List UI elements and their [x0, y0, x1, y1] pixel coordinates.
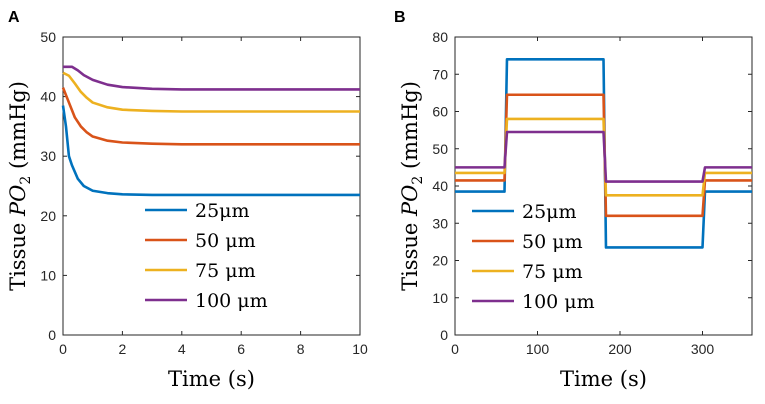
x-tick-label: 8 — [297, 341, 305, 357]
y-tick-label: 20 — [432, 253, 448, 269]
y-tick-label: 70 — [432, 66, 448, 82]
x-tick-label: 300 — [691, 341, 715, 357]
x-tick-label: 10 — [352, 341, 368, 357]
y-axis-label-var: PO — [6, 185, 30, 217]
y-tick-label: 40 — [40, 89, 56, 105]
y-axis-label-sub: 2 — [18, 176, 34, 185]
y-axis-label-sub: 2 — [410, 176, 426, 185]
series-line-3 — [62, 71, 360, 113]
series-line-4 — [63, 65, 360, 91]
legend-label: 25μm — [522, 201, 577, 223]
y-tick-label: 10 — [432, 290, 448, 306]
panel-letter: B — [394, 9, 406, 26]
y-tick-label: 60 — [432, 104, 448, 120]
x-axis-label: Time (s) — [560, 367, 647, 391]
series-line-1 — [61, 105, 360, 197]
legend-label: 75 μm — [522, 261, 583, 283]
y-axis-label-prefix: Tissue — [398, 216, 422, 291]
y-axis-label: Tissue PO2 (mmHg) — [398, 81, 426, 291]
y-tick-label: 50 — [40, 29, 56, 45]
y-tick-label: 0 — [440, 327, 448, 343]
series-line-2 — [61, 87, 360, 146]
x-tick-label: 0 — [451, 341, 459, 357]
series-line-4 — [455, 130, 752, 183]
y-axis-label-prefix: Tissue — [6, 216, 30, 291]
y-tick-label: 10 — [40, 267, 56, 283]
y-tick-label: 20 — [40, 208, 56, 224]
y-axis-label-var: PO — [398, 185, 422, 217]
x-tick-label: 100 — [526, 341, 550, 357]
legend-label: 25μm — [195, 200, 250, 222]
legend: 25μm 50 μm 75 μm 100 μm — [145, 200, 268, 312]
legend-label: 100 μm — [522, 291, 595, 313]
y-tick-label: 30 — [40, 148, 56, 164]
x-tick-label: 2 — [119, 341, 127, 357]
axes-box — [62, 36, 361, 336]
x-tick-label: 0 — [59, 341, 67, 357]
y-axis-label: Tissue PO2 (mmHg) — [6, 81, 34, 291]
y-axis-label-unit: (mmHg) — [398, 81, 422, 176]
panel-B: B 0 100 200 300 0 10 20 30 40 50 60 70 80 Time (s) Tiss… — [394, 9, 753, 391]
legend-label: 50 μm — [195, 230, 256, 252]
x-axis-label: Time (s) — [168, 367, 255, 391]
x-tick-label: 4 — [178, 341, 186, 357]
x-tick-label: 200 — [608, 341, 632, 357]
legend-label: 100 μm — [195, 290, 268, 312]
panel-letter: A — [8, 9, 20, 26]
y-axis-label-unit: (mmHg) — [6, 81, 30, 176]
legend: 25μm 50 μm 75 μm 100 μm — [472, 201, 595, 313]
y-tick-label: 0 — [48, 327, 56, 343]
legend-label: 50 μm — [522, 231, 583, 253]
y-tick-label: 30 — [432, 215, 448, 231]
legend-label: 75 μm — [195, 260, 256, 282]
y-tick-label: 40 — [432, 178, 448, 194]
y-tick-label: 80 — [432, 29, 448, 45]
y-tick-label: 50 — [432, 141, 448, 157]
x-tick-label: 6 — [237, 341, 245, 357]
